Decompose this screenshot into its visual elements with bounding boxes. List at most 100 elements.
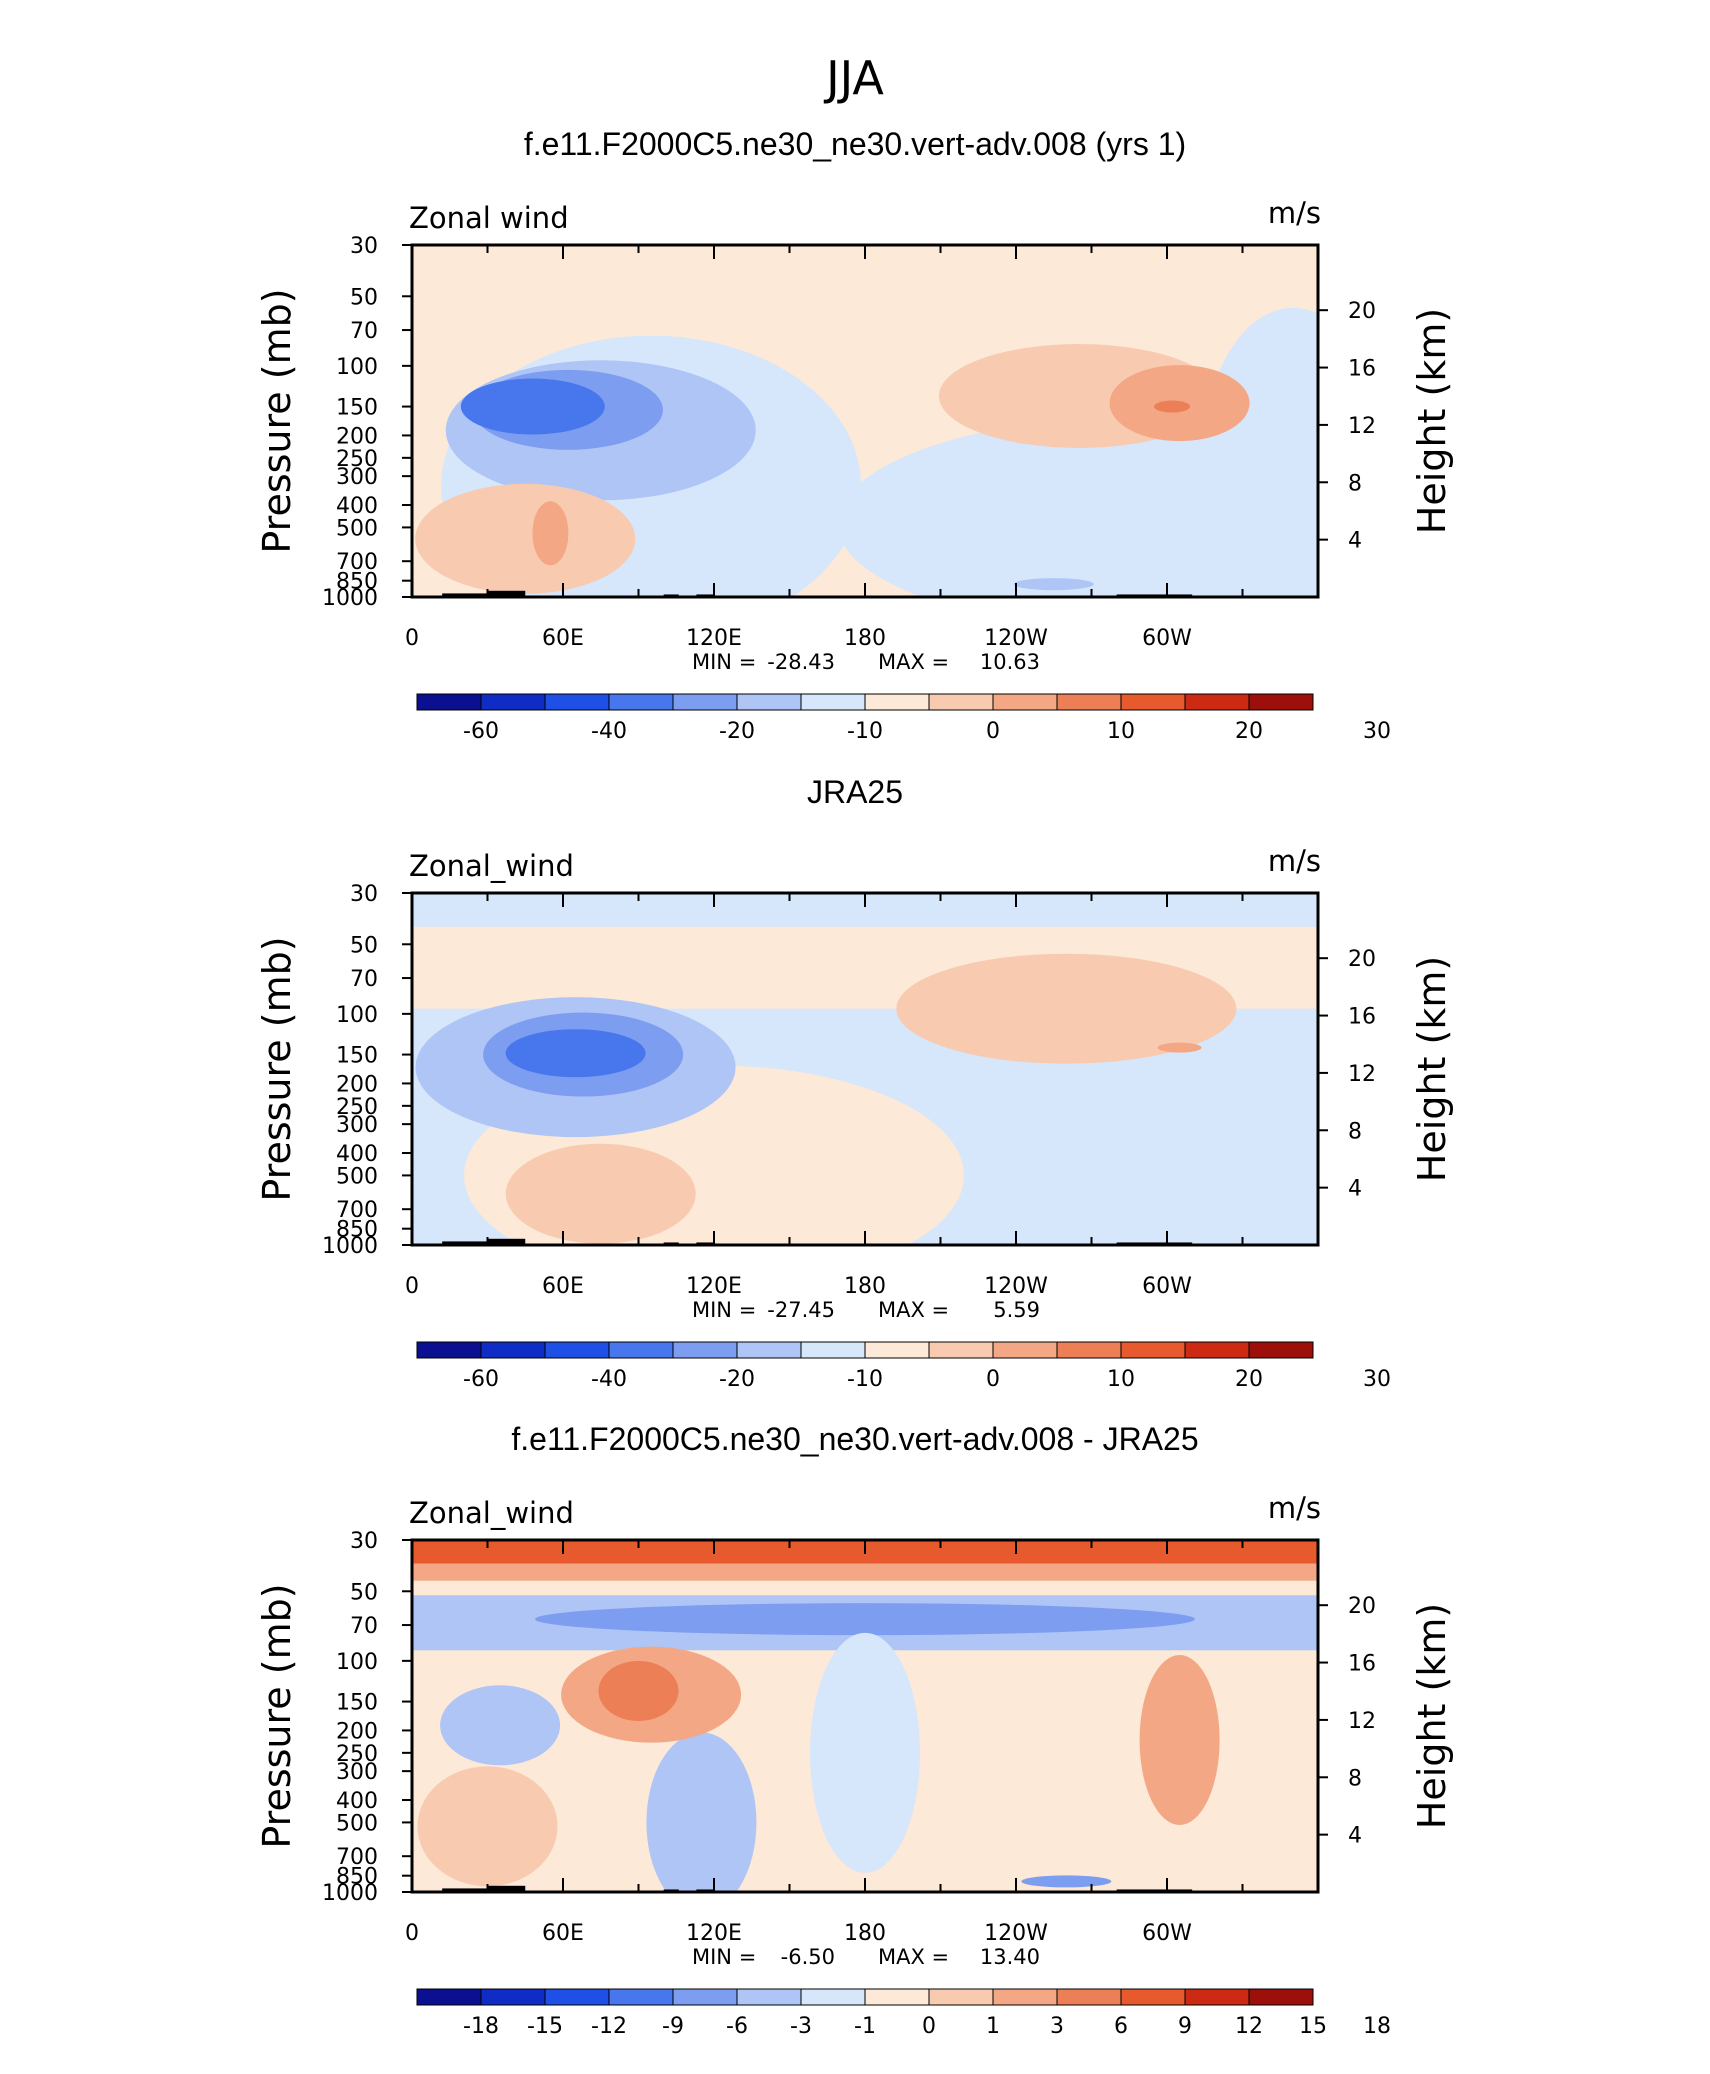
min-value: -28.43 xyxy=(767,650,835,674)
pressure-tick-label: 50 xyxy=(350,285,378,310)
colorbar-label: -40 xyxy=(591,1367,627,1392)
pressure-tick-label: 400 xyxy=(336,1142,378,1167)
height-tick-label: 12 xyxy=(1348,1709,1376,1734)
pressure-tick-label: 70 xyxy=(350,967,378,992)
y2-axis-title: Height (km) xyxy=(1410,956,1454,1182)
pressure-tick-label: 1000 xyxy=(322,1234,378,1259)
colorbar-swatch xyxy=(864,1341,930,1359)
colorbar-swatch xyxy=(928,1988,994,2006)
units-label: m/s xyxy=(1268,1491,1321,1525)
height-tick-label: 8 xyxy=(1348,1119,1362,1144)
pressure-tick-label: 30 xyxy=(350,882,378,907)
pressure-tick-label: 100 xyxy=(336,1650,378,1675)
contour-field xyxy=(412,245,1318,597)
colorbar-swatch xyxy=(928,693,994,711)
contour-6-band xyxy=(412,1563,1318,1581)
variable-label: Zonal wind xyxy=(409,201,569,235)
contour-3-region xyxy=(417,1766,558,1887)
pressure-tick-label: 150 xyxy=(336,396,378,421)
colorbar-label: 10 xyxy=(1107,719,1135,744)
y2-axis-title: Height (km) xyxy=(1410,1603,1454,1829)
x-tick-label: 60E xyxy=(542,1921,584,1946)
colorbar-label: 20 xyxy=(1235,1367,1263,1392)
colorbar-label: 0 xyxy=(922,2014,936,2039)
colorbar-label: 6 xyxy=(1114,2014,1128,2039)
height-tick-label: 4 xyxy=(1348,1177,1362,1202)
variable-label: Zonal_wind xyxy=(409,849,574,883)
colorbar-label: -10 xyxy=(847,719,883,744)
x-tick-label: 180 xyxy=(844,1274,886,1299)
x-tick-label: 120E xyxy=(686,1274,742,1299)
colorbar-label: -40 xyxy=(591,719,627,744)
pressure-tick-label: 100 xyxy=(336,1003,378,1028)
colorbar-swatch xyxy=(736,693,802,711)
x-tick-label: 120W xyxy=(984,1274,1048,1299)
colorbar-swatch xyxy=(1056,1341,1122,1359)
colorbar-label: 15 xyxy=(1299,2014,1327,2039)
max-value: 5.59 xyxy=(993,1298,1040,1322)
pressure-tick-label: 250 xyxy=(336,447,378,472)
pressure-tick-label: 500 xyxy=(336,516,378,541)
colorbar-label: -18 xyxy=(463,2014,499,2039)
pressure-tick-label: 30 xyxy=(350,234,378,259)
height-tick-label: 16 xyxy=(1348,1005,1376,1030)
contour-10-region xyxy=(1157,1042,1202,1053)
height-tick-label: 12 xyxy=(1348,1062,1376,1087)
colorbar-swatch xyxy=(672,1341,738,1359)
pressure-tick-label: 700 xyxy=(336,1845,378,1870)
contour-minus5-region xyxy=(1202,307,1318,597)
contour-9-region xyxy=(598,1660,679,1721)
pressure-tick-label: 30 xyxy=(350,1529,378,1554)
colorbar-swatch xyxy=(736,1988,802,2006)
x-tick-label: 120W xyxy=(984,1921,1048,1946)
colorbar-label: -15 xyxy=(527,2014,563,2039)
colorbar-label: 30 xyxy=(1363,719,1391,744)
pressure-tick-label: 100 xyxy=(336,355,378,380)
contour-15-region xyxy=(1154,400,1191,413)
x-tick-label: 120W xyxy=(984,626,1048,651)
colorbar-label: -3 xyxy=(790,2014,812,2039)
colorbar-swatch xyxy=(864,1988,930,2006)
panel-3: f.e11.F2000C5.ne30_ne30.vert-adv.008 - J… xyxy=(255,1421,1454,2039)
pressure-tick-label: 50 xyxy=(350,933,378,958)
colorbar-swatch xyxy=(480,1341,546,1359)
units-label: m/s xyxy=(1268,196,1321,230)
colorbar-swatch xyxy=(672,693,738,711)
colorbar-swatch xyxy=(992,1988,1058,2006)
colorbar-swatch xyxy=(1184,1988,1250,2006)
pressure-tick-label: 850 xyxy=(336,1865,378,1890)
colorbar-label: 12 xyxy=(1235,2014,1263,2039)
max-label: MAX = xyxy=(878,1298,949,1322)
x-tick-label: 60W xyxy=(1142,1274,1192,1299)
pressure-tick-label: 500 xyxy=(336,1164,378,1189)
colorbar-swatch xyxy=(736,1341,802,1359)
height-tick-label: 8 xyxy=(1348,1766,1362,1791)
pressure-tick-label: 300 xyxy=(336,1113,378,1138)
contour-minus5-region xyxy=(1013,578,1094,591)
colorbar-swatch xyxy=(544,1988,610,2006)
colorbar-swatch xyxy=(672,1988,738,2006)
min-value: -27.45 xyxy=(767,1298,835,1322)
pressure-tick-label: 200 xyxy=(336,424,378,449)
colorbar-label: 18 xyxy=(1363,2014,1391,2039)
x-tick-label: 60W xyxy=(1142,1921,1192,1946)
colorbar-label: 0 xyxy=(986,1367,1000,1392)
pressure-tick-label: 400 xyxy=(336,494,378,519)
colorbar-swatch xyxy=(416,1341,482,1359)
colorbar-swatch xyxy=(800,693,866,711)
panel-title: JRA25 xyxy=(807,774,903,810)
colorbar-swatch xyxy=(1056,693,1122,711)
pressure-tick-label: 250 xyxy=(336,1742,378,1767)
contour-10-region xyxy=(505,1143,696,1244)
colorbar-swatch xyxy=(928,1341,994,1359)
contour-minus3-region xyxy=(1021,1875,1112,1888)
colorbar-swatch xyxy=(864,693,930,711)
variable-label: Zonal_wind xyxy=(409,1496,574,1530)
panel-2: JRA25 Zonal_wind m/s 0 60E 120E 180 120W 60W 30 50… xyxy=(255,774,1454,1392)
height-tick-label: 20 xyxy=(1348,1594,1376,1619)
colorbar-swatch xyxy=(992,1341,1058,1359)
x-tick-label: 120E xyxy=(686,626,742,651)
colorbar-label: -6 xyxy=(726,2014,748,2039)
y-axis-title: Pressure (mb) xyxy=(255,288,299,553)
